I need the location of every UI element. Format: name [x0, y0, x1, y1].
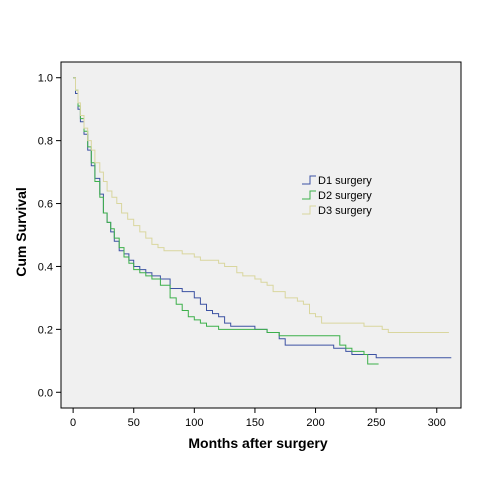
x-axis-title: Months after surgery	[188, 435, 327, 451]
legend-label: D1 surgery	[318, 175, 372, 187]
y-tick-label: 0.0	[38, 387, 53, 399]
y-tick-label: 0.6	[38, 199, 53, 211]
x-tick-label: 0	[70, 417, 76, 429]
y-axis-title: Cum Survival	[13, 187, 29, 276]
legend: D1 surgery D2 surgery D3 surgery	[302, 175, 372, 217]
x-tick-label: 250	[367, 417, 385, 429]
x-tick-label: 150	[246, 417, 264, 429]
y-axis: 0.0 0.2 0.4 0.6 0.8 1.0	[38, 73, 61, 399]
legend-label: D3 surgery	[318, 205, 372, 217]
x-tick-label: 50	[128, 417, 140, 429]
x-tick-label: 100	[185, 417, 203, 429]
legend-swatch	[302, 205, 316, 215]
series-line-d3	[73, 77, 449, 333]
y-tick-label: 0.8	[38, 136, 53, 148]
x-tick-label: 300	[428, 417, 446, 429]
legend-swatch	[302, 190, 316, 200]
legend-swatch	[302, 175, 316, 185]
y-tick-label: 1.0	[38, 73, 53, 85]
x-tick-label: 200	[306, 417, 324, 429]
series-layer	[73, 77, 452, 365]
y-tick-label: 0.4	[38, 261, 53, 273]
x-axis: 0 50 100 150 200 250 300	[70, 408, 446, 429]
plot-area	[60, 61, 462, 409]
y-tick-label: 0.2	[38, 324, 53, 336]
legend-label: D2 surgery	[318, 190, 372, 202]
